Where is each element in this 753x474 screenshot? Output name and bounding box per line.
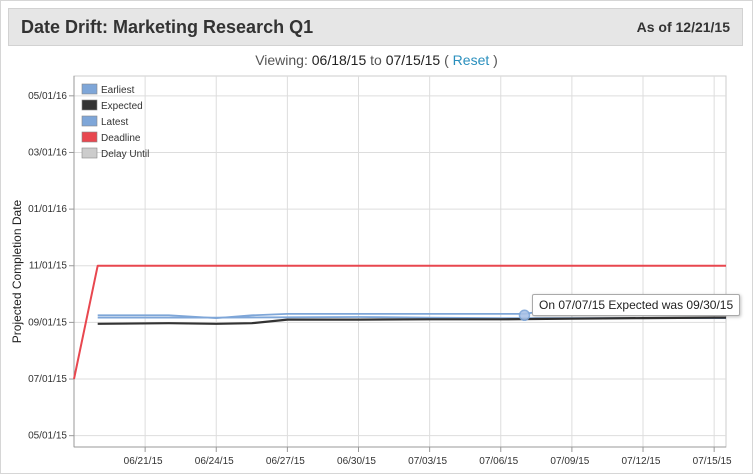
y-axis-label: Projected Completion Date (10, 199, 24, 343)
chart-header: Date Drift: Marketing Research Q1 As of … (8, 8, 743, 46)
legend-label-latest: Latest (101, 117, 128, 128)
viewing-range: Viewing: 06/18/15 to 07/15/15 ( Reset ) (0, 52, 753, 68)
y-tick-label: 07/01/15 (28, 374, 67, 385)
legend-label-delay_until: Delay Until (101, 149, 149, 160)
x-tick-label: 07/06/15 (479, 456, 518, 467)
y-tick-label: 03/01/16 (28, 147, 67, 158)
viewing-label: Viewing: (255, 52, 308, 68)
series-line-expected (97, 316, 726, 325)
close-paren: ) (493, 52, 498, 68)
y-tick-label: 11/01/15 (29, 261, 68, 272)
x-tick-label: 07/09/15 (550, 456, 589, 467)
viewing-end-date: 07/15/15 (385, 52, 441, 68)
x-tick-label: 07/12/15 (622, 456, 661, 467)
legend-swatch-deadline (81, 131, 98, 143)
y-tick-label: 09/01/15 (28, 317, 67, 328)
legend-swatch-delay_until (81, 147, 98, 159)
x-tick-label: 06/30/15 (337, 456, 376, 467)
viewing-start-date: 06/18/15 (311, 52, 367, 68)
plot-area (73, 75, 727, 448)
x-tick-label: 07/15/15 (693, 456, 732, 467)
x-tick-label: 06/21/15 (124, 456, 163, 467)
legend-label-expected: Expected (101, 101, 143, 112)
open-paren: ( (444, 52, 449, 68)
x-tick-label: 06/24/15 (195, 456, 234, 467)
viewing-to-label: to (370, 52, 382, 68)
legend-label-deadline: Deadline (101, 133, 141, 144)
legend-swatch-latest (81, 115, 98, 127)
legend-label-earliest: Earliest (101, 85, 135, 96)
y-tick-label: 05/01/16 (28, 91, 67, 102)
chart-tooltip: On 07/07/15 Expected was 09/30/15 (532, 294, 741, 316)
series-line-deadline (73, 264, 726, 380)
highlight-point (518, 309, 531, 322)
x-tick-label: 07/03/15 (408, 456, 447, 467)
as-of-date: As of 12/21/15 (636, 19, 730, 35)
legend-swatch-expected (81, 99, 98, 111)
y-tick-label: 01/01/16 (28, 204, 67, 215)
legend-swatch-earliest (81, 83, 98, 95)
x-tick-label: 06/27/15 (266, 456, 305, 467)
y-tick-label: 05/01/15 (28, 431, 67, 442)
legend: Earliest Expected Latest Deadline Delay Unti… (81, 83, 149, 160)
reset-link[interactable]: Reset (452, 52, 490, 68)
chart-title: Date Drift: Marketing Research Q1 (21, 17, 314, 37)
